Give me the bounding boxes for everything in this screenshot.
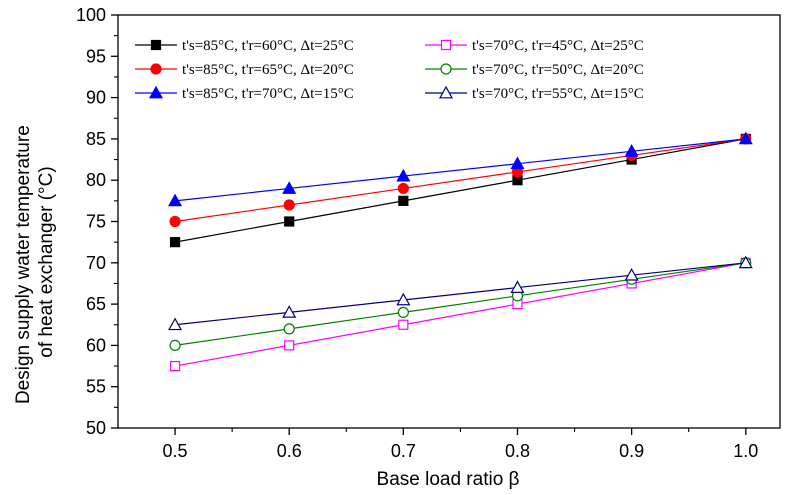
y-tick-label: 85	[86, 129, 106, 149]
legend-item: t's=70°C, t'r=45°C, Δt=25°C	[425, 38, 644, 54]
data-point	[169, 215, 181, 228]
series-group	[168, 131, 753, 207]
data-point	[283, 323, 295, 335]
legend-marker	[438, 85, 454, 99]
x-tick-label: 0.9	[619, 441, 644, 461]
y-tick-label: 75	[86, 212, 106, 232]
series-group	[168, 255, 753, 331]
data-point	[169, 339, 181, 351]
legend-label: t's=85°C, t'r=65°C, Δt=20°C	[182, 62, 354, 78]
data-point	[624, 267, 639, 281]
series-line	[174, 138, 746, 243]
legend-item: t's=70°C, t'r=50°C, Δt=20°C	[425, 62, 644, 78]
y-tick-label: 90	[86, 88, 106, 108]
y-axis-ticks: 50 55 60 65 70 75 80 85 90 95 100	[76, 5, 118, 438]
y-axis-title-line-1: Design supply water temperature	[13, 125, 34, 404]
data-point	[397, 306, 409, 318]
legend-item: t's=85°C, t'r=65°C, Δt=20°C	[135, 62, 354, 78]
data-point	[282, 181, 297, 194]
legend-label: t's=70°C, t'r=45°C, Δt=25°C	[472, 38, 644, 54]
x-tick-label: 0.7	[391, 441, 416, 461]
y-axis-title: Design supply water temperature of heat …	[13, 120, 57, 404]
legend-marker	[148, 85, 164, 99]
legend-label: t's=85°C, t'r=70°C, Δt=15°C	[182, 86, 354, 102]
data-point	[283, 199, 295, 211]
series-line	[174, 262, 746, 367]
data-point	[168, 193, 183, 207]
y-tick-label: 95	[86, 46, 106, 66]
data-point	[624, 144, 639, 157]
y-tick-label: 80	[86, 170, 106, 190]
data-point	[398, 195, 409, 206]
data-point	[282, 305, 297, 318]
x-tick-label: 0.5	[163, 441, 188, 461]
y-tick-label: 50	[86, 418, 106, 438]
series-line	[175, 262, 746, 326]
data-point	[738, 131, 753, 145]
x-axis-ticks: 0.5 0.6 0.7 0.8 0.9 1.0	[163, 428, 758, 461]
y-tick-label: 100	[76, 5, 106, 25]
legend-label: t's=70°C, t'r=50°C, Δt=20°C	[472, 62, 644, 78]
x-axis-title: Base load ratio β	[377, 469, 520, 490]
data-point	[738, 255, 753, 269]
legend-marker	[150, 63, 162, 75]
data-point	[510, 156, 525, 170]
x-tick-label: 1.0	[733, 441, 758, 461]
legend-item: t's=85°C, t'r=70°C, Δt=15°C	[135, 85, 354, 102]
data-point	[168, 317, 183, 331]
data-point	[284, 216, 295, 227]
y-tick-label: 65	[86, 294, 106, 314]
x-tick-label: 0.8	[505, 441, 530, 461]
data-point	[510, 280, 525, 293]
data-point	[397, 182, 409, 195]
y-tick-label: 60	[86, 335, 106, 355]
x-tick-label: 0.6	[277, 441, 302, 461]
series-group	[169, 133, 751, 248]
y-tick-label: 70	[86, 253, 106, 273]
data-point	[284, 340, 295, 351]
data-point	[398, 319, 409, 330]
legend-marker	[440, 39, 452, 51]
series-line	[175, 138, 746, 202]
data-point	[169, 360, 181, 372]
y-axis-title-line-2: of heat exchanger (°C)	[36, 166, 57, 357]
series-layer	[168, 131, 753, 372]
data-point	[396, 292, 411, 306]
series-line	[174, 262, 746, 346]
legend-item: t's=85°C, t'r=60°C, Δt=25°C	[135, 38, 354, 54]
data-point	[169, 237, 181, 248]
legend: t's=85°C, t'r=60°C, Δt=25°C t's=85°C, t'r…	[135, 38, 644, 102]
legend-label: t's=85°C, t'r=60°C, Δt=25°C	[182, 38, 354, 54]
plot-frame	[117, 14, 781, 429]
series-line	[174, 138, 746, 223]
legend-marker	[440, 63, 452, 75]
data-point	[396, 168, 411, 182]
legend-marker	[150, 39, 162, 51]
legend-label: t's=70°C, t'r=55°C, Δt=15°C	[472, 86, 644, 102]
y-tick-label: 55	[86, 377, 106, 397]
legend-item: t's=70°C, t'r=55°C, Δt=15°C	[425, 85, 644, 102]
